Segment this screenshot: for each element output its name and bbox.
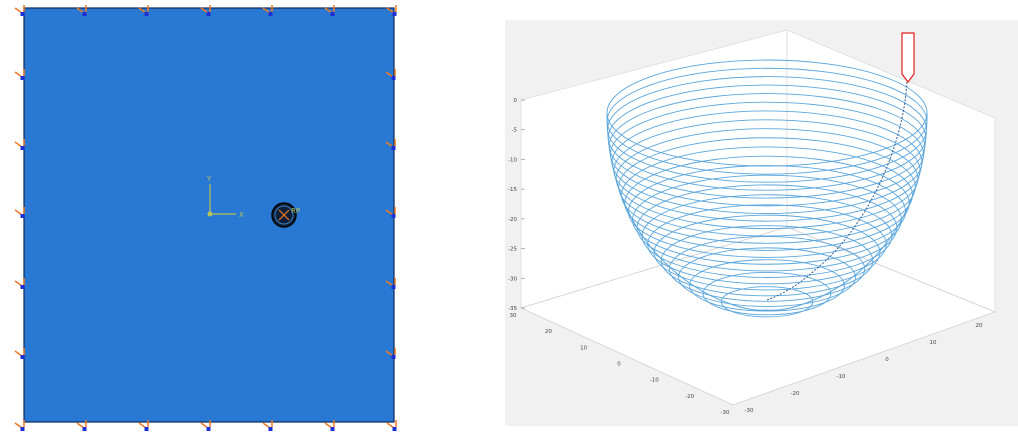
x-tick-label: 0: [617, 362, 621, 368]
plot-3d-panel: 0 -5 -10 -15 -20 -25 -30 -35 30 20 10 0 -10 -20 -30 -…: [505, 20, 1018, 426]
triad-y-label: Y: [206, 175, 212, 183]
constraint-marker: [14, 139, 25, 150]
contour-ring: [647, 204, 887, 285]
constraint-marker: [14, 278, 25, 289]
z-tick-label: -35: [508, 306, 517, 312]
triad-x-label: X: [239, 211, 244, 219]
z-tick-label: -25: [508, 247, 517, 253]
x-tick-label: 10: [580, 345, 587, 351]
constraint-marker: [324, 420, 335, 431]
y-tick-label: 0: [885, 357, 889, 363]
boundary-constraints: [14, 5, 397, 431]
rp-label: RP: [291, 207, 300, 215]
y-tick-label: 20: [976, 323, 983, 329]
constraint-marker: [200, 420, 211, 431]
reference-point-hole: RP: [271, 202, 300, 228]
contour-ring: [668, 236, 866, 302]
z-tick-label: -10: [508, 157, 517, 163]
x-tick-label: 20: [545, 329, 552, 335]
x-tick-label: -30: [721, 410, 730, 416]
z-tick-label: -30: [508, 276, 517, 282]
bowl-contour-rings: [606, 59, 928, 318]
x-tick-label: 30: [510, 313, 517, 319]
constraint-marker: [385, 207, 396, 218]
constraint-marker: [386, 5, 397, 16]
fe-model-panel: Y X RP: [14, 5, 397, 431]
y-tick-label: -10: [837, 374, 846, 380]
constraint-marker: [262, 420, 273, 431]
constraint-marker: [14, 207, 25, 218]
x-tick-label: -20: [685, 394, 694, 400]
z-axis-ticks: 0 -5 -10 -15 -20 -25 -30 -35: [508, 98, 525, 312]
constraint-marker: [76, 420, 87, 431]
y-tick-label: 10: [930, 340, 937, 346]
z-tick-label: -15: [508, 187, 517, 193]
constraint-marker: [14, 5, 25, 16]
constraint-marker: [385, 139, 396, 150]
contour-ring: [653, 214, 881, 291]
coordinate-triad: Y X: [206, 175, 244, 219]
y-tick-label: -30: [745, 408, 754, 414]
tool-marker: [901, 32, 915, 83]
z-tick-label: 0: [514, 98, 518, 104]
contour-ring: [689, 259, 845, 312]
tool-path-line: [766, 81, 908, 301]
constraint-marker: [385, 348, 396, 359]
constraint-marker: [76, 5, 87, 16]
y-axis-ticks: -30 -20 -10 0 10 20: [745, 323, 983, 414]
z-tick-label: -20: [508, 217, 517, 223]
x-axis-ticks: 30 20 10 0 -10 -20 -30: [510, 313, 730, 416]
constraint-marker: [386, 420, 397, 431]
constraint-marker: [14, 420, 25, 431]
contour-ring: [660, 225, 874, 297]
x-tick-label: -10: [650, 378, 659, 384]
axes-floor: [519, 226, 997, 406]
constraint-marker: [14, 348, 25, 359]
y-tick-label: -20: [791, 391, 800, 397]
z-tick-label: -5: [512, 128, 518, 134]
constraint-marker: [138, 420, 149, 431]
contour-ring: [678, 247, 856, 307]
constraint-marker: [14, 69, 25, 80]
constraint-marker: [385, 69, 396, 80]
constraint-marker: [262, 5, 273, 16]
bowl-silhouette: [606, 112, 928, 311]
contour-ring: [720, 286, 814, 318]
constraint-marker: [200, 5, 211, 16]
contour-ring: [702, 271, 832, 316]
constraint-marker: [385, 278, 396, 289]
constraint-marker: [138, 5, 149, 16]
constraint-marker: [324, 5, 335, 16]
